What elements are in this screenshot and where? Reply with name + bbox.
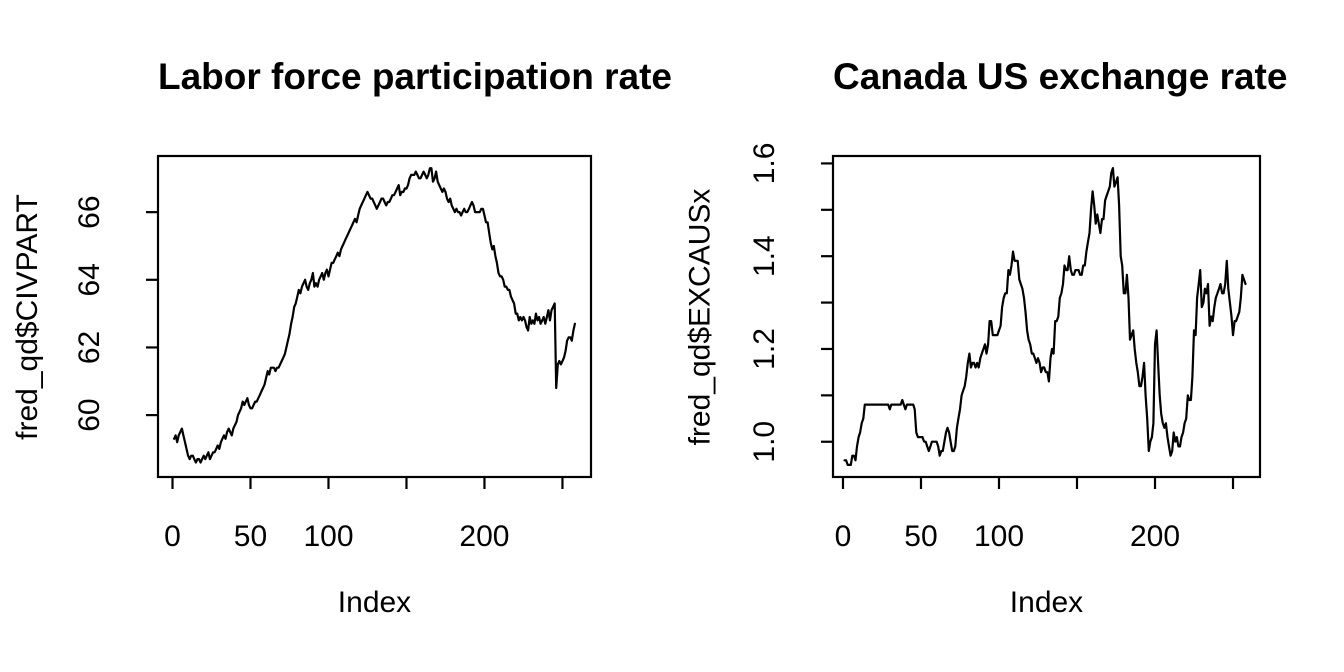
excaus-line-plot: 0 50 100 200 1.0 1.2 1.4 1.6 bbox=[748, 143, 1262, 553]
x-axis: 0 50 100 200 bbox=[835, 477, 1235, 553]
y-tick-label: 66 bbox=[73, 195, 106, 228]
y-tick-label: 1.4 bbox=[748, 235, 781, 277]
y-tick-label: 1.2 bbox=[748, 328, 781, 370]
x-tick-label: 50 bbox=[904, 520, 937, 553]
x-axis: 0 50 100 200 bbox=[164, 477, 564, 553]
y-axis: 60 62 64 66 bbox=[73, 195, 158, 432]
chart-title-right: Canada US exchange rate bbox=[833, 56, 1288, 97]
chart-title-left: Labor force participation rate bbox=[158, 56, 672, 97]
y-tick-label: 62 bbox=[73, 331, 106, 364]
plot-box bbox=[156, 154, 593, 479]
x-axis-label-right: Index bbox=[1009, 586, 1084, 619]
y-tick-label: 64 bbox=[73, 263, 106, 296]
series-line bbox=[173, 167, 577, 464]
x-tick-label: 100 bbox=[303, 520, 353, 553]
x-axis-label-left: Index bbox=[337, 586, 412, 619]
y-tick-label: 1.6 bbox=[748, 143, 781, 185]
plot-box bbox=[831, 154, 1262, 479]
x-tick-label: 0 bbox=[164, 520, 181, 553]
y-tick-label: 60 bbox=[73, 398, 106, 431]
x-tick-label: 200 bbox=[1130, 520, 1180, 553]
x-tick-label: 100 bbox=[974, 520, 1024, 553]
x-tick-label: 200 bbox=[459, 520, 509, 553]
x-tick-label: 0 bbox=[835, 520, 852, 553]
civpart-line-plot: 0 50 100 200 60 62 64 66 bbox=[73, 154, 593, 553]
series-line bbox=[843, 167, 1247, 466]
y-tick-label: 1.0 bbox=[748, 421, 781, 463]
y-axis: 1.0 1.2 1.4 1.6 bbox=[748, 143, 833, 463]
x-tick-label: 50 bbox=[234, 520, 267, 553]
